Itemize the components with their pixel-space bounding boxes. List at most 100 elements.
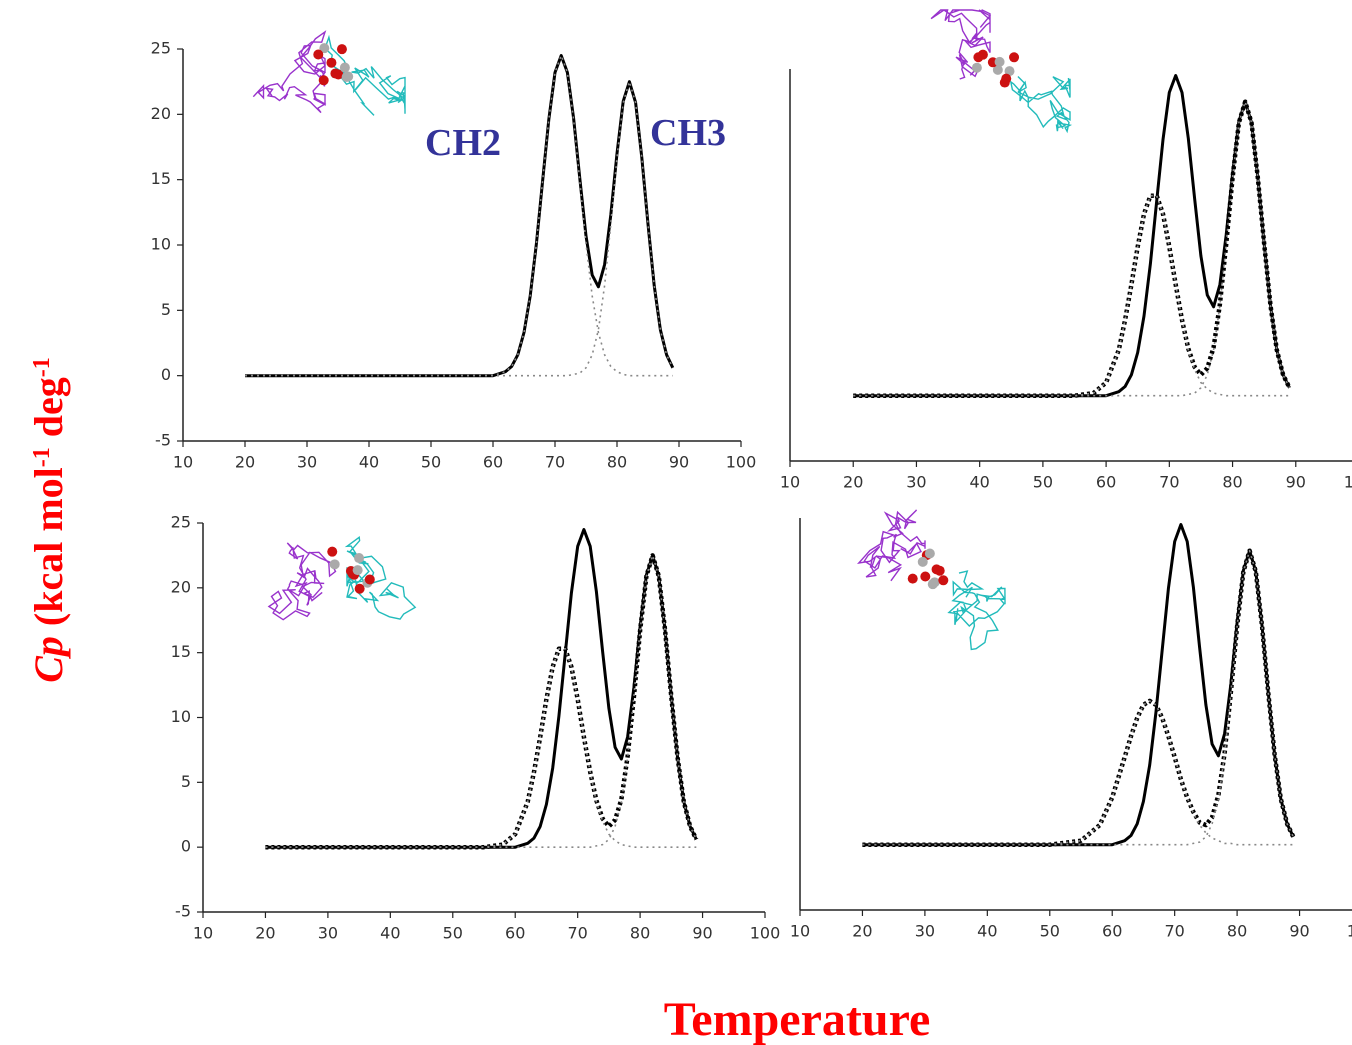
x-tick-label: 60 [483, 453, 503, 472]
structure-atom [973, 52, 984, 63]
y-tick-label: 10 [151, 235, 171, 254]
structure-atom [354, 583, 365, 594]
data-line [245, 54, 673, 377]
data-line [265, 648, 697, 848]
y-tick-label: 0 [181, 837, 191, 856]
chart-panel: 10 20 30 40 50 60 70 80 90 100 -5 0 5 10 15 20 25 CH2 CH3 [151, 30, 757, 472]
x-tick-label: 70 [1164, 922, 1184, 941]
y-title-part: (kcal mol [26, 467, 71, 636]
x-tick-label: 50 [421, 453, 441, 472]
structure-atom [318, 75, 329, 86]
y-title-part: deg [26, 377, 71, 447]
x-tick-label: 90 [692, 924, 712, 943]
y-tick-label: 0 [161, 365, 171, 384]
structure-atom [313, 49, 324, 60]
x-tick-label: 30 [318, 924, 338, 943]
y-tick-label: -5 [175, 902, 191, 921]
structure-atom [339, 62, 350, 73]
structure-image [252, 30, 406, 116]
structure-trace [856, 509, 926, 582]
x-tick-label: 60 [1102, 922, 1122, 941]
x-tick-label: 40 [359, 453, 379, 472]
x-tick-label: 40 [969, 473, 989, 492]
structure-image [267, 536, 417, 621]
x-tick-label: 90 [669, 453, 689, 472]
structure-trace [930, 9, 992, 80]
x-tick-label: 40 [380, 924, 400, 943]
x-tick-label: 40 [977, 922, 997, 941]
structure-trace [324, 34, 406, 116]
y-tick-label: 15 [151, 169, 171, 188]
x-tick-label: 10 [780, 473, 800, 492]
structure-atom [354, 553, 365, 564]
data-line [862, 549, 1295, 846]
annotation: CH2 [425, 122, 501, 164]
y-title-sup: -1 [29, 357, 55, 377]
x-tick-label: 20 [235, 453, 255, 472]
y-tick-label: 20 [151, 104, 171, 123]
structure-atom [330, 68, 341, 79]
structure-trace [267, 542, 337, 621]
data-line [265, 528, 698, 849]
x-tick-label: 10 [790, 922, 810, 941]
structure-atom [971, 62, 982, 73]
x-tick-label: 20 [852, 922, 872, 941]
structure-image [930, 9, 1073, 134]
y-tick-label: 25 [151, 39, 171, 58]
x-tick-label: 30 [297, 453, 317, 472]
x-tick-label: 80 [1227, 922, 1247, 941]
x-tick-label: 30 [906, 473, 926, 492]
structure-trace [252, 30, 327, 114]
x-tick-label: 80 [630, 924, 650, 943]
structure-atom [927, 579, 938, 590]
structure-trace [344, 536, 417, 620]
structure-atom [341, 72, 352, 83]
x-tick-label: 70 [545, 453, 565, 472]
y-tick-label: 10 [171, 707, 191, 726]
structure-atom [327, 546, 338, 557]
data-line [853, 74, 1291, 398]
x-tick-label: 100 [750, 924, 781, 943]
y-tick-label: 5 [161, 300, 171, 319]
x-tick-label: 50 [1040, 922, 1060, 941]
chart-panel: 10 20 30 40 50 60 70 80 90 100 -5 0 5 10 15 20 25 [171, 513, 781, 943]
y-axis-title: Cp (kcal mol-1 deg-1 [26, 357, 71, 683]
y-tick-label: 25 [171, 513, 191, 532]
y-tick-label: 5 [181, 772, 191, 791]
x-tick-label: 30 [915, 922, 935, 941]
y-title-part: Cp [26, 636, 71, 683]
data-line [245, 80, 674, 377]
x-tick-label: 20 [255, 924, 275, 943]
data-line [245, 54, 675, 378]
annotation: CH3 [650, 112, 726, 154]
x-tick-label: 10 [173, 453, 193, 472]
y-tick-label: -5 [155, 431, 171, 450]
structure-atom [329, 559, 340, 570]
structure-atom [319, 43, 330, 54]
structure-atom [907, 573, 918, 584]
structure-atom [336, 44, 347, 55]
structure-atom [352, 565, 363, 576]
structure-atom [938, 575, 949, 586]
x-tick-label: 60 [505, 924, 525, 943]
chart-panel: 10 20 30 40 50 60 70 80 90 100 [790, 509, 1352, 941]
x-tick-label: 20 [843, 473, 863, 492]
x-tick-label: 80 [607, 453, 627, 472]
data-line [862, 548, 1296, 847]
x-tick-label: 70 [567, 924, 587, 943]
structure-atom [364, 574, 375, 585]
data-line [853, 194, 1290, 397]
y-tick-label: 20 [171, 577, 191, 596]
structure-atom [1001, 73, 1012, 84]
chart-panel: 10 20 30 40 50 60 70 80 90 100 [780, 9, 1352, 492]
x-tick-label: 100 [1347, 922, 1352, 941]
x-tick-label: 50 [1033, 473, 1053, 492]
x-axis-title: Temperature [664, 993, 931, 1045]
structure-atom [917, 556, 928, 567]
x-tick-label: 80 [1222, 473, 1242, 492]
x-tick-label: 100 [1344, 473, 1352, 492]
data-line [265, 554, 698, 848]
structure-atom [924, 548, 935, 559]
x-tick-label: 100 [726, 453, 757, 472]
structure-trace [947, 570, 1006, 651]
